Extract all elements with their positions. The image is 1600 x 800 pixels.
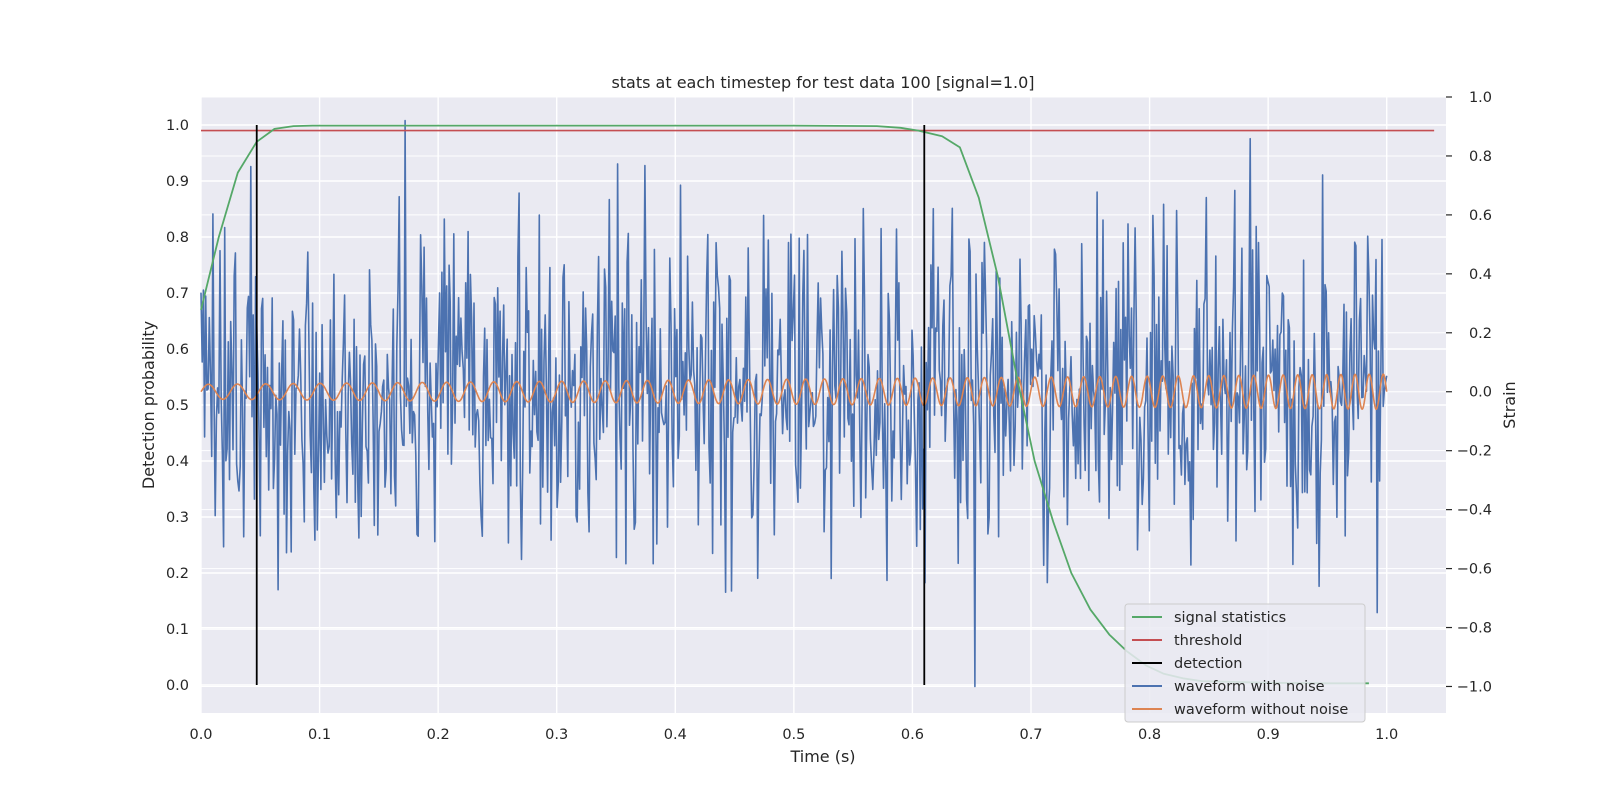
right-tick-label: −0.6 [1457,562,1492,578]
y-axis-label: Detection probability [139,321,158,489]
detection-lines [255,125,926,685]
series-line-waveform-without-noise [200,373,1388,411]
y-tick-label: 0.0 [166,678,189,694]
legend-label-detection: detection [1174,656,1242,672]
legend-label-waveform-without-noise: waveform without noise [1174,702,1348,718]
y-tick-label: 1.0 [166,118,189,134]
legend: signal statistics threshold detection wa… [1124,603,1366,723]
legend-item-waveform-with-noise: waveform with noise [1132,679,1325,695]
y-tick-label: 0.7 [166,286,189,302]
right-tick-label: −0.2 [1457,444,1492,460]
right-tick-label: 0.8 [1469,149,1492,165]
y-tick-label: 0.9 [166,174,189,190]
legend-item-waveform-without-noise: waveform without noise [1132,702,1348,718]
right-tick-label: 0.6 [1469,208,1492,224]
right-tick-label: 1.0 [1469,90,1492,106]
legend-label-threshold: threshold [1174,633,1242,649]
x-tick-label: 0.0 [189,727,212,743]
legend-item-threshold: threshold [1132,633,1242,649]
y-tick-label: 0.5 [166,398,189,414]
right-tick-label: −0.4 [1457,503,1492,519]
x-tick-label: 0.1 [308,727,331,743]
y-tick-label: 0.1 [166,622,189,638]
right-tick-label: −0.8 [1457,621,1492,637]
x-axis-label: Time (s) [789,747,855,766]
x-tick-label: 0.6 [901,727,924,743]
right-axis-label: Strain [1500,381,1519,428]
x-tick-label: 0.8 [1138,727,1161,743]
legend-label-waveform-with-noise: waveform with noise [1174,679,1325,695]
x-tick-label: 0.4 [664,727,687,743]
x-tick-label: 0.9 [1257,727,1280,743]
x-tick-label: 0.7 [1019,727,1042,743]
series-line-waveform-with-noise [200,119,1388,688]
legend-item-signal-statistics: signal statistics [1132,610,1286,626]
x-tick-label: 0.2 [427,727,450,743]
x-tick-label: 1.0 [1375,727,1398,743]
right-tick-label: 0.2 [1469,326,1492,342]
y-tick-label: 0.8 [166,230,189,246]
right-axis-ticks: −1.0 −0.8 −0.6 −0.4 −0.2 0.0 0.2 0.4 0.6 0.8 1.0 [1446,90,1492,695]
right-tick-label: −1.0 [1457,679,1492,695]
y-axis-ticks: 0.0 0.1 0.2 0.3 0.4 0.5 0.6 0.7 0.8 0.9 1.0 [166,118,189,694]
y-tick-label: 0.6 [166,342,189,358]
x-axis-ticks: 0.0 0.1 0.2 0.3 0.4 0.5 0.6 0.7 0.8 0.9 1.0 [189,727,1398,743]
right-tick-label: 0.4 [1469,267,1492,283]
y-tick-label: 0.2 [166,566,189,582]
y-tick-label: 0.3 [166,510,189,526]
legend-label-signal-statistics: signal statistics [1174,610,1286,626]
right-tick-label: 0.0 [1469,385,1492,401]
chart-title: stats at each timestep for test data 100… [611,73,1034,92]
y-tick-label: 0.4 [166,454,189,470]
legend-item-detection: detection [1132,656,1242,672]
legend-box [1124,603,1366,723]
x-tick-label: 0.3 [545,727,568,743]
x-tick-label: 0.5 [782,727,805,743]
